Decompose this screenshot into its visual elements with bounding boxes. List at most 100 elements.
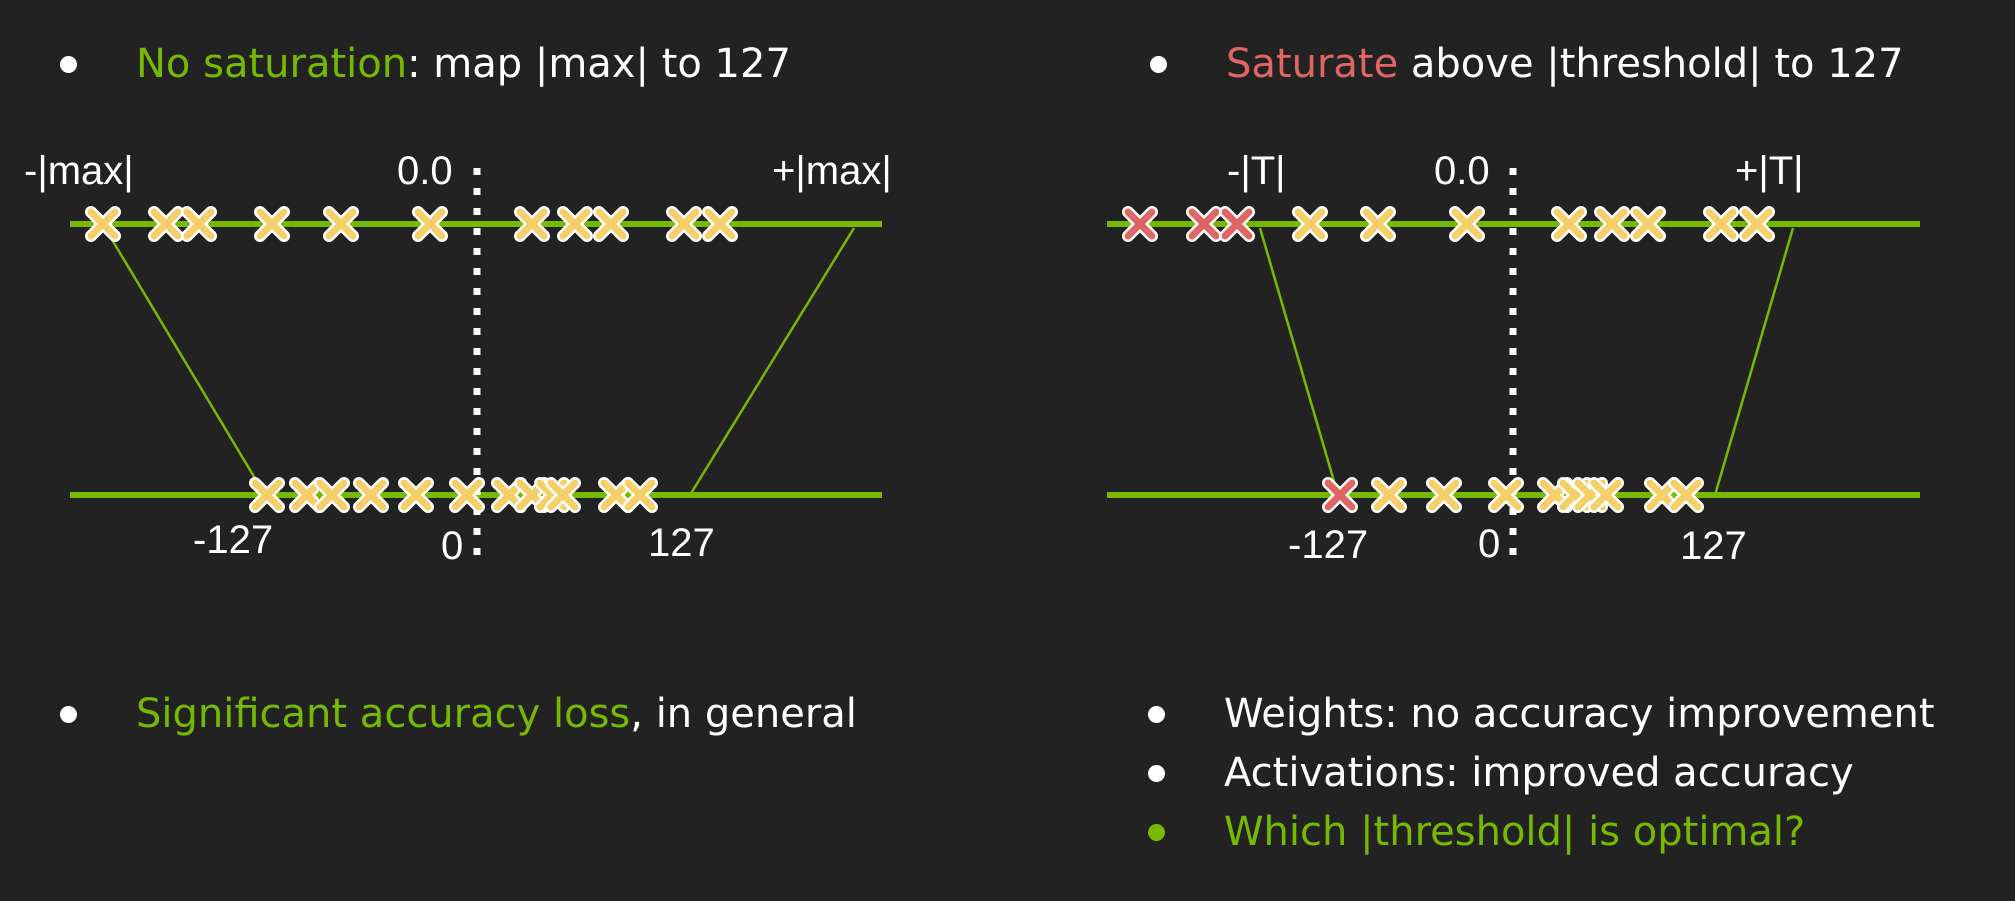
left-zero-float-label: 0.0 [397,149,453,193]
sample-marker [1668,477,1704,513]
marker-fill [1221,208,1253,240]
marker-fill [251,479,283,511]
marker-fill [316,479,348,511]
sample-marker [593,206,629,242]
left-pos-127-label: 127 [648,521,715,565]
sample-marker [353,477,389,513]
marker-fill [1373,479,1405,511]
marker-fill [559,208,591,240]
marker-fill [1124,208,1156,240]
marker-fill [1632,208,1664,240]
sample-marker [1360,206,1396,242]
left-neg-127-label: -127 [193,518,273,562]
marker-fill [547,479,579,511]
left-heading-highlight: No saturation [136,41,408,87]
sample-marker [181,206,217,242]
marker-fill [451,479,483,511]
bullet-icon [60,56,77,73]
saturated-sample-marker [1219,206,1255,242]
sample-marker [1630,206,1666,242]
marker-fill [668,208,700,240]
sample-marker [314,477,350,513]
marker-fill [355,479,387,511]
left-pos-max-label: +|max| [772,149,892,193]
sample-marker [412,206,448,242]
sample-marker [702,206,738,242]
marker-fill [1670,479,1702,511]
marker-fill [1741,208,1773,240]
sample-marker [666,206,702,242]
marker-fill [150,208,182,240]
marker-fill [595,208,627,240]
right-conclusion-text: Which |threshold| is optimal? [1224,809,1806,855]
left-heading-rest: : map |max| to 127 [407,41,791,87]
marker-fill [704,208,736,240]
bullet-icon [1148,765,1165,782]
right-pos-mapping-line [1713,227,1795,496]
marker-fill [414,208,446,240]
bullet-icon [60,706,77,723]
left-mapping-diagram: -|max| 0.0 +|max| -127 0 127 [24,149,892,568]
sample-marker [514,206,550,242]
sample-marker [1488,477,1524,513]
sample-marker [622,477,658,513]
sample-marker [1594,206,1630,242]
marker-fill [1596,208,1628,240]
left-pos-mapping-line [688,227,856,496]
left-float-markers [85,206,738,242]
right-neg-t-label: -|T| [1227,149,1286,193]
marker-fill [1324,479,1356,511]
sample-marker [545,477,581,513]
marker-fill [1294,208,1326,240]
right-heading-highlight: Saturate [1226,41,1399,87]
sample-marker [323,206,359,242]
sample-marker [85,206,121,242]
sample-marker [449,477,485,513]
marker-fill [1362,208,1394,240]
saturated-sample-marker [1322,477,1358,513]
marker-fill [1553,208,1585,240]
sample-marker [249,477,285,513]
sample-marker [1371,477,1407,513]
marker-fill [87,208,119,240]
left-conclusion-rest: , in general [630,691,857,737]
sample-marker [148,206,184,242]
bullet-icon [1148,706,1165,723]
marker-fill [291,479,323,511]
right-heading-rest: above |threshold| to 127 [1398,41,1904,87]
sample-marker [254,206,290,242]
right-mapping-diagram: -|T| 0.0 +|T| -127 0 127 [1107,149,1920,568]
left-int-markers [249,477,658,513]
marker-fill [1451,208,1483,240]
right-float-markers [1122,206,1775,242]
marker-fill [1590,479,1622,511]
marker-fill [256,208,288,240]
sample-marker [1551,206,1587,242]
left-neg-mapping-line [103,227,267,496]
marker-fill [1490,479,1522,511]
marker-fill [325,208,357,240]
saturated-sample-marker [1186,206,1222,242]
sample-marker [289,477,325,513]
left-neg-max-label: -|max| [24,149,134,193]
sample-marker [1739,206,1775,242]
right-conclusion-text: Activations: improved accuracy [1224,750,1854,796]
bullet-icon [1148,824,1165,841]
saturated-sample-marker [1122,206,1158,242]
sample-marker [1292,206,1328,242]
right-int-markers [1322,477,1704,513]
marker-fill [516,208,548,240]
right-conclusion-text: Weights: no accuracy improvement [1224,691,1935,737]
sample-marker [1449,206,1485,242]
sample-marker [1588,477,1624,513]
sample-marker [1703,206,1739,242]
right-zero-int-label: 0 [1478,522,1500,566]
sample-marker [557,206,593,242]
sample-marker [398,477,434,513]
right-pos-t-label: +|T| [1735,149,1804,193]
marker-fill [1428,479,1460,511]
marker-fill [183,208,215,240]
bullet-icon [1150,56,1167,73]
marker-fill [1705,208,1737,240]
